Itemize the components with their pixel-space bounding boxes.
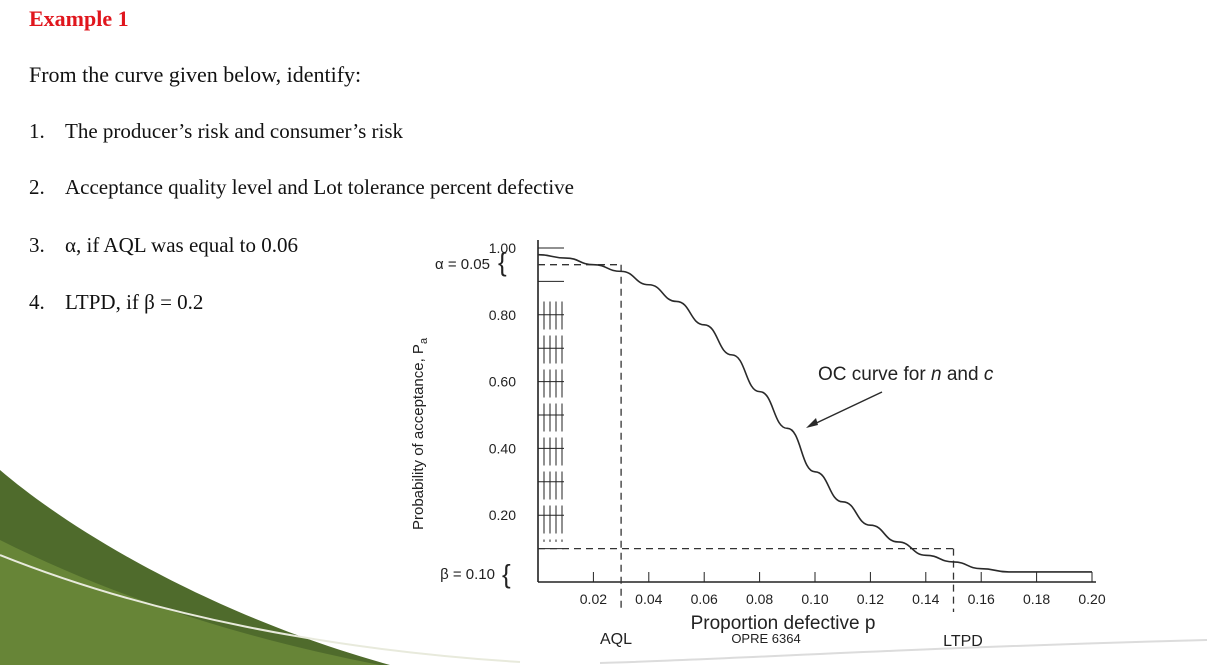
- y-tick-label: 0.40: [489, 440, 516, 456]
- x-tick-label: 0.10: [801, 591, 828, 607]
- question-text: LTPD, if β = 0.2: [65, 290, 204, 314]
- swoosh-mid: [0, 540, 380, 665]
- y-tick-label: 1.00: [489, 240, 516, 256]
- arrow-head: [806, 418, 818, 428]
- alpha-brace: {: [498, 247, 507, 277]
- x-tick-label: 0.08: [746, 591, 773, 607]
- x-tick-label: 0.16: [968, 591, 995, 607]
- question-text: Acceptance quality level and Lot toleran…: [65, 175, 574, 199]
- y-tick-label: 0.60: [489, 374, 516, 390]
- chart-ticks: 0.20 0.40 0.60 0.80 1.00 0.02 0.04 0.06 0.08 0.10…: [489, 240, 1106, 607]
- x-axis-label: Proportion defective p: [691, 613, 876, 634]
- y-axis-label: Probability of acceptance, Pa: [410, 337, 430, 530]
- x-tick-label: 0.02: [580, 591, 607, 607]
- ltpd-label: LTPD: [943, 633, 983, 650]
- question-number: 3.: [29, 233, 45, 257]
- intro-text: From the curve given below, identify:: [29, 62, 362, 87]
- x-tick-label: 0.18: [1023, 591, 1050, 607]
- y-tick-label: 0.20: [489, 507, 516, 523]
- swoosh-line: [0, 554, 521, 663]
- footer-label: OPRE 6364: [731, 631, 800, 646]
- x-tick-label: 0.04: [635, 591, 662, 607]
- x-tick-label: 0.12: [857, 591, 884, 607]
- question-number: 4.: [29, 290, 45, 314]
- aql-label: AQL: [600, 631, 632, 648]
- beta-brace: {: [502, 559, 511, 589]
- annotation-arrow: [809, 391, 883, 427]
- question-item: 1. The producer’s risk and consumer’s ris…: [29, 119, 403, 144]
- oc-curve-annotation: OC curve for n and c: [818, 364, 994, 385]
- swoosh-bottom-line: [599, 639, 1207, 664]
- oc-curve-line: [537, 253, 1092, 573]
- question-number: 2.: [29, 175, 45, 199]
- question-item: 2. Acceptance quality level and Lot toler…: [29, 175, 574, 200]
- question-item: 3. α, if AQL was equal to 0.06: [29, 233, 298, 258]
- chart-axes: [537, 240, 1096, 583]
- x-tick-label: 0.20: [1078, 591, 1105, 607]
- question-text: α, if AQL was equal to 0.06: [65, 233, 299, 257]
- x-tick-label: 0.06: [691, 591, 718, 607]
- example-heading: Example 1: [29, 6, 129, 31]
- oc-curve-chart: 0.20 0.40 0.60 0.80 1.00 0.02 0.04 0.06 0.08 0.10…: [410, 240, 1106, 650]
- question-number: 1.: [29, 119, 45, 143]
- chart-guides: [538, 247, 955, 612]
- y-tick-label: 0.80: [489, 307, 516, 323]
- alpha-label: α = 0.05: [435, 256, 490, 273]
- question-text: The producer’s risk and consumer’s risk: [65, 119, 404, 143]
- question-item: 4. LTPD, if β = 0.2: [29, 290, 203, 315]
- beta-label: β = 0.10: [440, 566, 495, 583]
- x-tick-label: 0.14: [912, 591, 939, 607]
